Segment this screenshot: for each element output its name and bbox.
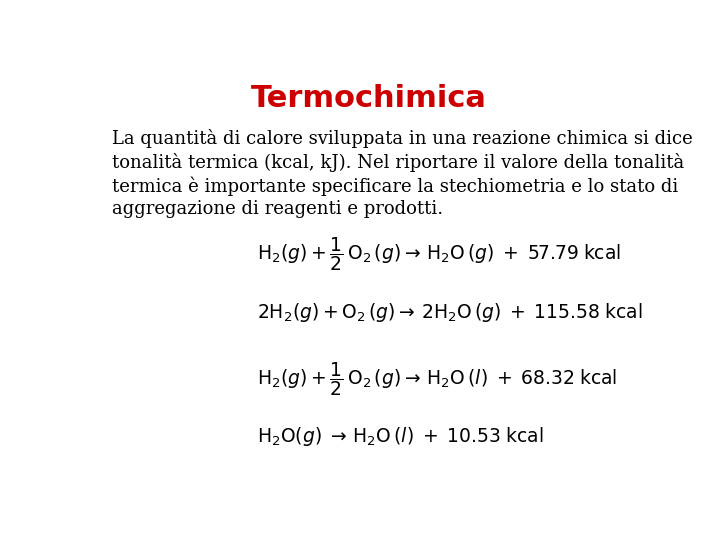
Text: $2\mathrm{H_2}(\mathit{g}) +\mathrm{O_2}\,(\mathit{g}){\rightarrow}\,2\mathrm{H_: $2\mathrm{H_2}(\mathit{g}) +\mathrm{O_2}… — [258, 301, 643, 323]
Text: $\mathrm{H_2O}(\mathit{g})\;\rightarrow\,\mathrm{H_2O}\,(\mathit{l})\;+\;10.53\;: $\mathrm{H_2O}(\mathit{g})\;\rightarrow\… — [258, 426, 544, 448]
Text: Termochimica: Termochimica — [251, 84, 487, 112]
Text: tonalità termica (kcal, kJ). Nel riportare il valore della tonalità: tonalità termica (kcal, kJ). Nel riporta… — [112, 153, 685, 172]
Text: aggregazione di reagenti e prodotti.: aggregazione di reagenti e prodotti. — [112, 200, 444, 218]
Text: $\mathrm{H_2}(\mathit{g}) +\dfrac{1}{2}\,\mathrm{O_2}\,(\mathit{g}){\rightarrow}: $\mathrm{H_2}(\mathit{g}) +\dfrac{1}{2}\… — [258, 235, 621, 273]
Text: termica è importante specificare la stechiometria e lo stato di: termica è importante specificare la stec… — [112, 177, 678, 196]
Text: $\mathrm{H_2}(\mathit{g}) +\dfrac{1}{2}\,\mathrm{O_2}\,(\mathit{g}){\rightarrow}: $\mathrm{H_2}(\mathit{g}) +\dfrac{1}{2}\… — [258, 360, 618, 397]
Text: La quantità di calore sviluppata in una reazione chimica si dice: La quantità di calore sviluppata in una … — [112, 129, 693, 149]
